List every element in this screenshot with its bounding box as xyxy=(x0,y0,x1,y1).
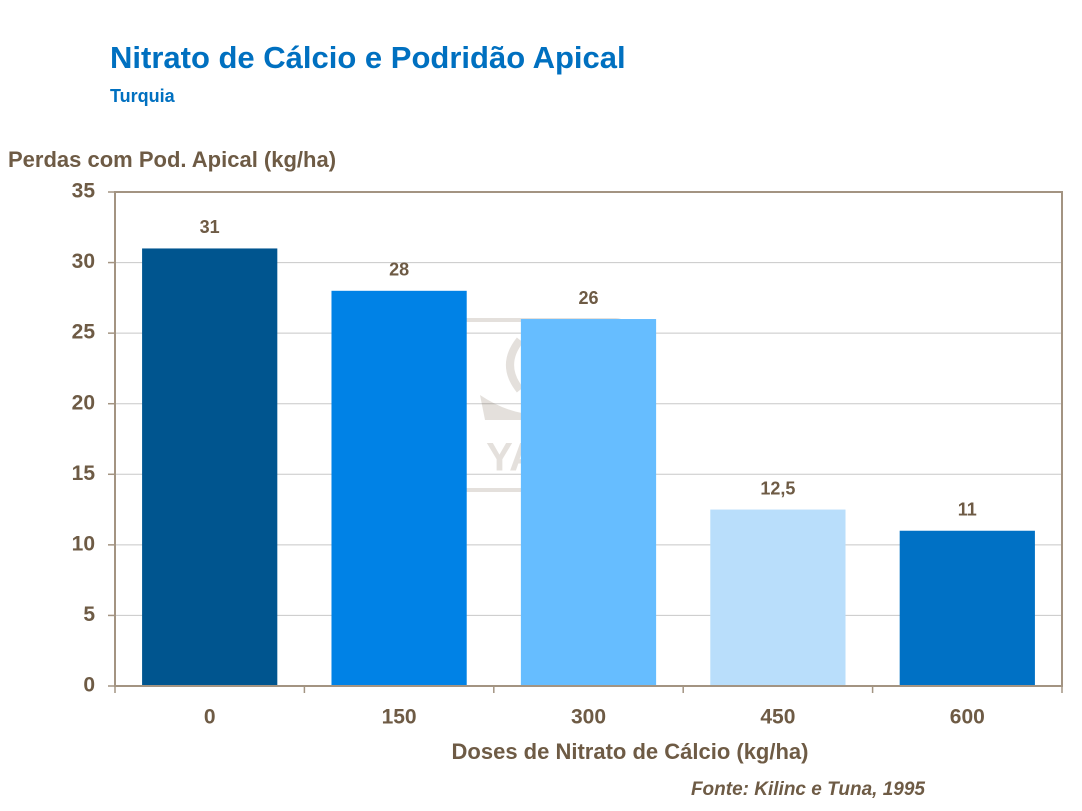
x-tick-label: 0 xyxy=(204,706,216,729)
y-tick-label: 15 xyxy=(72,462,96,485)
value-label: 12,5 xyxy=(760,478,795,498)
y-tick-label: 20 xyxy=(72,391,95,414)
x-axis-label: Doses de Nitrato de Cálcio (kg/ha) xyxy=(452,739,809,764)
value-label: 31 xyxy=(200,217,220,237)
plot-border xyxy=(114,191,1063,687)
y-tick-label: 5 xyxy=(83,603,95,626)
chart-title: Nitrato de Cálcio e Podridão Apical xyxy=(110,40,626,75)
value-label: 28 xyxy=(389,260,409,280)
chart-subtitle: Turquia xyxy=(110,86,176,106)
y-axis-label: Perdas com Pod. Apical (kg/ha) xyxy=(8,147,336,172)
x-tick-label: 150 xyxy=(382,706,417,729)
bar xyxy=(710,509,846,686)
bar xyxy=(899,530,1035,686)
x-tick-label: 300 xyxy=(571,706,606,729)
value-label: 11 xyxy=(958,499,977,519)
y-tick-label: 30 xyxy=(72,250,95,273)
bar xyxy=(331,290,467,686)
bar xyxy=(520,319,657,686)
source-note: Fonte: Kilinc e Tuna, 1995 xyxy=(691,779,925,800)
y-tick-label: 0 xyxy=(83,674,95,697)
y-tick-label: 25 xyxy=(72,321,96,344)
bar xyxy=(142,248,278,686)
x-tick-label: 450 xyxy=(760,706,795,729)
y-tick-label: 35 xyxy=(72,180,96,203)
y-tick-label: 10 xyxy=(72,532,95,555)
x-tick-label: 600 xyxy=(950,706,985,729)
value-label: 26 xyxy=(578,288,598,308)
